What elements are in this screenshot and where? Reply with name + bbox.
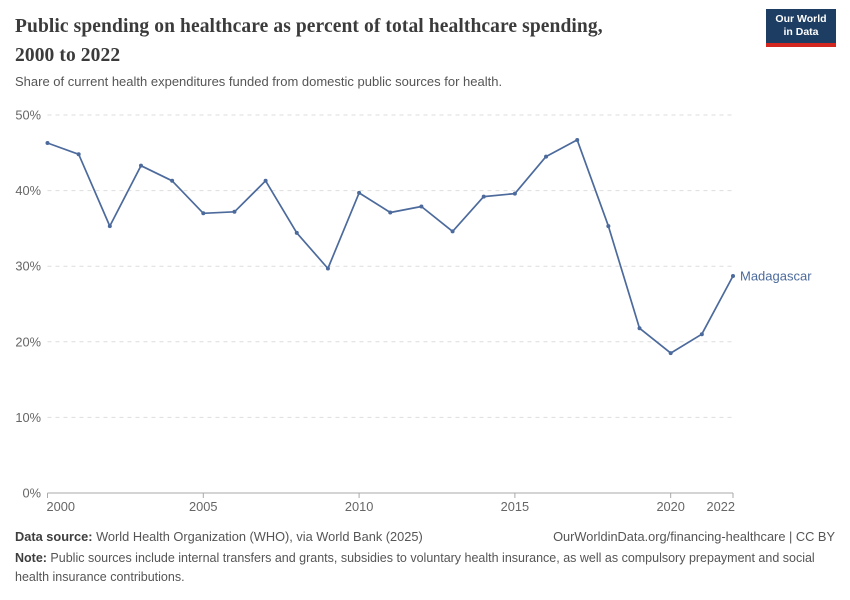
madagascar-point-2013[interactable] (450, 229, 455, 234)
madagascar-point-2008[interactable] (294, 230, 299, 235)
x-tick-label-2010: 2010 (345, 499, 373, 514)
x-tick-label-2022: 2022 (707, 499, 735, 514)
madagascar-point-2009[interactable] (325, 266, 330, 271)
madagascar-point-2002[interactable] (107, 224, 112, 229)
x-tick-label-2015: 2015 (501, 499, 529, 514)
note-text: Public sources include internal transfer… (15, 551, 815, 585)
x-tick-label-2000: 2000 (47, 499, 75, 514)
madagascar-point-2017[interactable] (575, 137, 580, 142)
chart-footer: Data source: World Health Organization (… (15, 529, 835, 588)
madagascar-point-2021[interactable] (699, 332, 704, 337)
madagascar-point-2011[interactable] (388, 210, 393, 215)
y-tick-label-30: 30% (15, 259, 41, 274)
owid-logo[interactable]: Our World in Data (766, 9, 836, 47)
chart-subtitle: Share of current health expenditures fun… (15, 74, 503, 89)
madagascar-point-2001[interactable] (76, 152, 81, 157)
footer-note: Note: Public sources include internal tr… (15, 549, 835, 588)
y-tick-label-0: 0% (23, 486, 42, 501)
madagascar-point-2006[interactable] (232, 209, 237, 214)
y-tick-label-10: 10% (15, 410, 41, 425)
owid-link[interactable]: OurWorldinData.org/financing-healthcare … (553, 529, 835, 544)
page-title: Public spending on healthcare as percent… (15, 16, 603, 66)
owid-logo-line2: in Data (783, 26, 819, 38)
madagascar-point-2022[interactable] (731, 274, 735, 279)
madagascar-point-2014[interactable] (481, 194, 486, 199)
madagascar-point-2012[interactable] (419, 204, 424, 209)
madagascar-line[interactable] (46, 139, 734, 354)
data-source-line: Data source: World Health Organization (… (15, 529, 423, 544)
y-tick-label-20: 20% (15, 334, 41, 349)
data-source-label: Data source: (15, 529, 93, 544)
x-tick-label-2020: 2020 (656, 499, 684, 514)
madagascar-point-2015[interactable] (512, 191, 517, 196)
data-source-text: World Health Organization (WHO), via Wor… (92, 529, 423, 544)
series-label-madagascar[interactable]: Madagascar (740, 269, 812, 284)
madagascar-point-2003[interactable] (138, 163, 143, 168)
madagascar-point-2000[interactable] (45, 140, 50, 145)
y-tick-label-50: 50% (15, 108, 41, 123)
madagascar-point-2005[interactable] (201, 211, 206, 216)
x-tick-label-2005: 2005 (189, 499, 217, 514)
madagascar-point-2016[interactable] (544, 154, 549, 159)
note-label: Note: (15, 551, 47, 565)
madagascar-point-2010[interactable] (357, 190, 362, 195)
madagascar-point-2020[interactable] (668, 351, 673, 356)
madagascar-point-2004[interactable] (170, 178, 175, 183)
madagascar-point-2019[interactable] (637, 326, 642, 331)
madagascar-point-2018[interactable] (606, 224, 611, 229)
owid-logo-line1: Our World (775, 13, 827, 25)
y-tick-label-40: 40% (15, 183, 41, 198)
madagascar-point-2007[interactable] (263, 178, 268, 183)
